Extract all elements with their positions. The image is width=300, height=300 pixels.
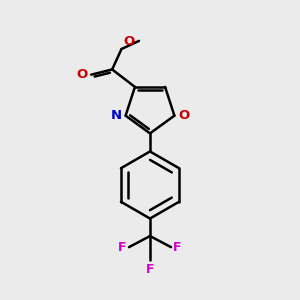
Text: F: F	[118, 241, 127, 254]
Text: O: O	[76, 68, 88, 81]
Text: O: O	[123, 34, 134, 48]
Text: O: O	[178, 109, 190, 122]
Text: F: F	[146, 263, 154, 277]
Text: N: N	[110, 109, 122, 122]
Text: F: F	[173, 241, 182, 254]
